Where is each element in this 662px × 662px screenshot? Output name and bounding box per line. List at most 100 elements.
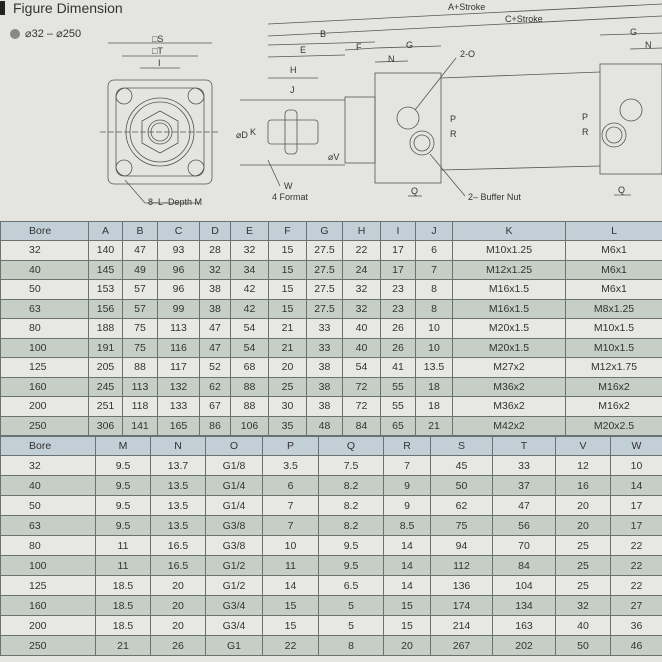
table-cell: 22 <box>610 555 662 576</box>
label-c-stroke: C+Stroke <box>505 14 543 24</box>
table-cell: 165 <box>157 415 200 436</box>
table-cell: 174 <box>430 595 493 616</box>
table-cell: 153 <box>88 279 123 300</box>
table-cell: 24 <box>342 259 381 280</box>
table-cell: M42x2 <box>452 415 566 436</box>
table-cell: 32 <box>230 240 269 261</box>
table-cell: 118 <box>122 396 158 417</box>
table-cell: 20 <box>150 575 206 596</box>
table-cell: 156 <box>88 298 123 319</box>
table-cell: 40 <box>555 615 611 636</box>
table-cell: 18.5 <box>95 575 151 596</box>
label-depth-m: 8–L–Depth M <box>148 197 202 207</box>
bullet-icon <box>10 28 20 39</box>
table-cell: 42 <box>230 279 269 300</box>
label-d: ⌀D <box>236 130 248 140</box>
table-cell: 80 <box>0 318 89 339</box>
table-cell: 99 <box>157 298 200 319</box>
dimension-table-2: Bore M N O P Q R S T V W 32 9.5 13.7 G1/8 3.5 7.5 7 45 33 1… <box>0 436 662 656</box>
table-cell: 38 <box>199 298 231 319</box>
table-cell: 8.2 <box>318 495 384 516</box>
table-cell: 10 <box>415 318 453 339</box>
table-cell: 46 <box>610 635 662 656</box>
table-cell: 14 <box>383 535 431 556</box>
table-cell: 47 <box>199 337 231 358</box>
column-header: P <box>262 436 319 456</box>
table-cell: 15 <box>262 595 319 616</box>
table-cell: M6x1 <box>565 259 662 280</box>
table-cell: 26 <box>380 337 416 358</box>
table-row: 50 153 57 96 38 42 15 27.5 32 23 8 M16x1.5 M6x1 <box>0 279 662 300</box>
column-header: F <box>268 221 307 241</box>
table-cell: 306 <box>88 415 123 436</box>
table-cell: 13.5 <box>150 495 206 516</box>
table-cell: 267 <box>430 635 493 656</box>
table-cell: 202 <box>492 635 556 656</box>
table-cell: 133 <box>157 396 200 417</box>
table-cell: 16.5 <box>150 535 206 556</box>
table-cell: M12x1.25 <box>452 259 566 280</box>
table-cell: 200 <box>0 615 96 636</box>
table-cell: M10x1.5 <box>565 337 662 358</box>
table-cell: 116 <box>157 337 200 358</box>
table-cell: 141 <box>122 415 158 436</box>
table-cell: 45 <box>430 455 493 476</box>
table-cell: 10 <box>610 455 662 476</box>
table-cell: 63 <box>0 515 96 536</box>
table-cell: 14 <box>383 555 431 576</box>
table-cell: 100 <box>0 555 96 576</box>
table-cell: 22 <box>342 240 381 261</box>
table-cell: 8.2 <box>318 475 384 496</box>
table-cell: 9.5 <box>318 555 384 576</box>
label-q: Q <box>411 186 418 196</box>
table-cell: 84 <box>342 415 381 436</box>
table-row: 50 9.5 13.5 G1/4 7 8.2 9 62 47 20 17 <box>0 495 662 516</box>
table-cell: 20 <box>383 635 431 656</box>
table-cell: 38 <box>306 396 343 417</box>
table-cell: 88 <box>230 396 269 417</box>
table-cell: 13.5 <box>415 357 453 378</box>
table-row: 80 188 75 113 47 54 21 33 40 26 10 M20x1.5 M10x1.5 <box>0 318 662 339</box>
table-cell: 25 <box>268 376 307 397</box>
table-cell: 18 <box>415 396 453 417</box>
table-cell: 36 <box>610 615 662 636</box>
table-cell: 93 <box>157 240 200 261</box>
bore-range: ⌀32 – ⌀250 <box>10 27 81 40</box>
table-row: 125 18.5 20 G1/2 14 6.5 14 136 104 25 22 <box>0 575 662 596</box>
table-cell: 200 <box>0 396 89 417</box>
column-header: D <box>199 221 231 241</box>
column-header: N <box>150 436 206 456</box>
label-2-o: 2-O <box>460 49 475 59</box>
table-cell: M20x1.5 <box>452 337 566 358</box>
table-cell: G1 <box>205 635 263 656</box>
table-cell: 8 <box>415 298 453 319</box>
table-row: 160 18.5 20 G3/4 15 5 15 174 134 32 27 <box>0 595 662 616</box>
column-header: Bore <box>0 221 89 241</box>
column-header: K <box>452 221 566 241</box>
table-cell: 25 <box>555 575 611 596</box>
table-cell: 72 <box>342 376 381 397</box>
table-cell: 40 <box>0 259 89 280</box>
table-cell: G1/4 <box>205 475 263 496</box>
table-cell: 100 <box>0 337 89 358</box>
bore-range-text: ⌀32 – ⌀250 <box>25 28 82 40</box>
table-cell: 112 <box>430 555 493 576</box>
table-cell: 106 <box>230 415 269 436</box>
table-cell: 15 <box>268 259 307 280</box>
column-header: M <box>95 436 151 456</box>
table-cell: 28 <box>199 240 231 261</box>
table-cell: 11 <box>262 555 319 576</box>
table-cell: 17 <box>610 515 662 536</box>
table-cell: 33 <box>306 337 343 358</box>
table-cell: 14 <box>610 475 662 496</box>
label-r-right: R <box>582 127 589 137</box>
table-cell: 250 <box>0 415 89 436</box>
table-cell: 27 <box>610 595 662 616</box>
table-cell: 205 <box>88 357 123 378</box>
label-h: H <box>290 65 297 75</box>
table-cell: 96 <box>157 279 200 300</box>
table-cell: 8.2 <box>318 515 384 536</box>
table-cell: 214 <box>430 615 493 636</box>
table-cell: 63 <box>0 298 89 319</box>
column-header: O <box>205 436 263 456</box>
